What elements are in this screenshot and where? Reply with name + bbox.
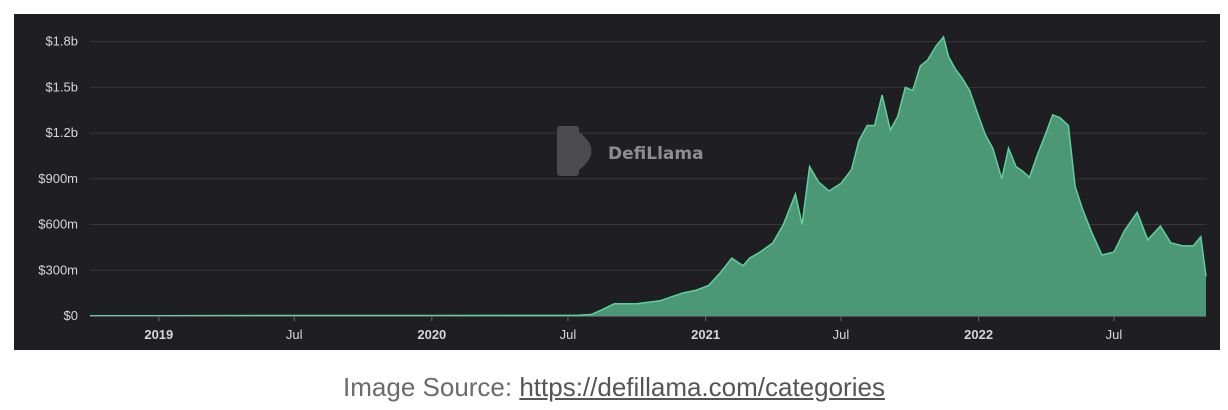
y-tick-label: $600m <box>38 217 78 232</box>
x-tick-label: 2019 <box>144 327 173 342</box>
x-tick-label: 2021 <box>691 327 720 342</box>
x-axis: 2019 Jul 2020 Jul 2021 Jul 2022 Jul <box>90 316 1206 342</box>
image-source-caption: Image Source: https://defillama.com/cate… <box>0 372 1228 403</box>
series-area <box>90 35 1207 317</box>
y-axis: $0 $300m $600m $900m $1.2b $1.5b $1.8b <box>38 34 78 323</box>
chart-panel: DefiLlama $0 $300m $600m $900m $1.2b $1.5b $1.… <box>14 14 1220 350</box>
defillama-watermark: DefiLlama <box>557 126 704 176</box>
x-tick-label: Jul <box>833 327 850 342</box>
x-tick-label: Jul <box>286 327 303 342</box>
y-tick-label: $900m <box>38 171 78 186</box>
y-tick-label: $1.2b <box>45 125 78 140</box>
x-tick-label: Jul <box>1106 327 1123 342</box>
source-link[interactable]: https://defillama.com/categories <box>519 372 885 402</box>
y-tick-label: $1.5b <box>45 79 78 94</box>
tvl-area-chart: DefiLlama $0 $300m $600m $900m $1.2b $1.5b $1.… <box>38 34 1207 342</box>
y-tick-label: $0 <box>64 308 78 323</box>
defillama-logo-icon-arc <box>579 132 592 170</box>
y-tick-label: $300m <box>38 262 78 277</box>
x-tick-label: Jul <box>560 327 577 342</box>
x-tick-label: 2022 <box>964 327 993 342</box>
x-tick-label: 2020 <box>417 327 446 342</box>
series-line <box>90 35 1207 317</box>
defillama-logo-icon <box>557 126 579 176</box>
series-area-fill <box>90 37 1206 316</box>
caption-prefix: Image Source: <box>343 372 520 402</box>
y-tick-label: $1.8b <box>45 34 78 49</box>
watermark-text: DefiLlama <box>608 144 704 164</box>
